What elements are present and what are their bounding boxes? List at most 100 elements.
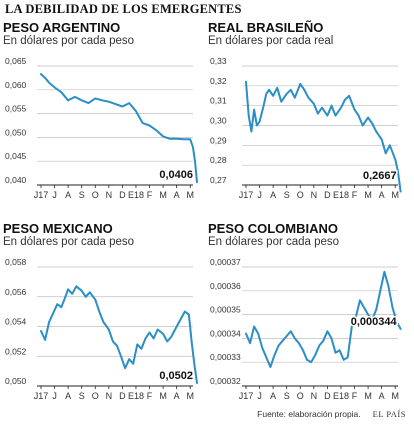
x-tick-label: M	[159, 391, 167, 401]
x-tick-label: O	[297, 391, 304, 401]
x-tick-label: F	[352, 391, 358, 401]
chart-subtitle: En dólares por cada real	[208, 35, 334, 47]
x-tick-label: M	[364, 391, 372, 401]
y-tick-label: 0,00034	[210, 328, 241, 338]
x-tick-label: M	[186, 391, 194, 401]
x-tick-label: M	[186, 190, 194, 200]
x-tick-label: N	[311, 391, 318, 401]
x-tick-label: J17	[34, 391, 49, 401]
y-tick-label: 0,00032	[210, 376, 241, 386]
chart-title: PESO MEXICANO	[3, 221, 113, 236]
x-tick-label: S	[79, 391, 85, 401]
y-tick-label: 0,32	[210, 76, 227, 86]
x-tick-label: J	[52, 391, 57, 401]
x-tick-label: D	[119, 391, 126, 401]
x-tick-label: A	[270, 391, 276, 401]
y-tick-label: 0,054	[5, 317, 27, 327]
x-tick-label: S	[284, 190, 290, 200]
chart-plot: 0,00037 0,00036 0,00035 0,00034 0,00033 0,000…	[210, 257, 402, 401]
chart-subtitle: En dólares por cada peso	[3, 236, 135, 248]
x-tick-label: D	[324, 190, 331, 200]
chart-title: PESO ARGENTINO	[3, 20, 121, 35]
y-tick-label: 0,31	[210, 96, 227, 106]
x-tick-label: D	[119, 190, 126, 200]
x-tick-label: M	[391, 190, 399, 200]
x-tick-label: A	[379, 190, 385, 200]
x-tick-label: A	[174, 190, 180, 200]
series-line	[245, 80, 402, 193]
x-tick-label: J17	[34, 190, 49, 200]
y-tick-label: 0,00033	[210, 352, 241, 362]
y-tick-label: 0,058	[5, 257, 27, 267]
main-title: LA DEBILIDAD DE LOS EMERGENTES	[5, 2, 242, 16]
y-tick-label: 0,27	[210, 175, 227, 185]
x-tick-label: D	[324, 391, 331, 401]
x-tick-label: A	[65, 391, 71, 401]
x-tick-label: E18	[128, 391, 144, 401]
x-tick-label: J	[52, 190, 57, 200]
y-tick-label: 0,00036	[210, 281, 241, 291]
brand-logo: EL PAÍS	[372, 409, 406, 419]
x-tick-label: M	[159, 190, 167, 200]
y-tick-label: 0,055	[5, 104, 27, 114]
x-tick-label: E18	[128, 190, 144, 200]
x-tick-label: M	[364, 190, 372, 200]
last-value-label: 0,000344	[351, 316, 398, 328]
x-tick-label: A	[270, 190, 276, 200]
y-tick-label: 0,30	[210, 116, 227, 126]
y-tick-label: 0,052	[5, 346, 27, 356]
x-tick-label: A	[65, 190, 71, 200]
x-tick-label: N	[311, 190, 318, 200]
y-tick-label: 0,33	[210, 56, 227, 66]
series-line	[245, 270, 402, 368]
footer: Fuente: elaboración propia. EL PAÍS	[257, 409, 406, 419]
x-tick-label: N	[106, 190, 113, 200]
y-tick-label: 0,050	[5, 127, 27, 137]
y-tick-label: 0,040	[5, 175, 27, 185]
x-tick-label: F	[352, 190, 358, 200]
y-tick-label: 0,065	[5, 56, 27, 66]
chart-panel-peso-colombiano: PESO COLOMBIANO En dólares por cada peso…	[208, 221, 414, 426]
x-tick-label: A	[174, 391, 180, 401]
x-tick-label: N	[106, 391, 113, 401]
x-tick-label: M	[391, 391, 399, 401]
chart-panel-peso-argentino: PESO ARGENTINO En dólares por cada peso …	[3, 20, 210, 225]
series-line	[40, 73, 198, 184]
x-tick-label: J17	[239, 190, 254, 200]
chart-title: REAL BRASILEÑO	[208, 20, 324, 35]
y-tick-label: 0,060	[5, 80, 27, 90]
last-value-label: 0,2667	[363, 170, 397, 182]
last-value-label: 0,0406	[159, 169, 193, 181]
x-tick-label: S	[79, 190, 85, 200]
chart-subtitle: En dólares por cada peso	[3, 35, 135, 47]
chart-panel-real-brasileno: REAL BRASILEÑO En dólares por cada real …	[208, 20, 414, 225]
x-tick-label: F	[147, 391, 153, 401]
y-tick-label: 0,00035	[210, 305, 241, 315]
x-tick-label: O	[92, 391, 99, 401]
x-tick-label: E18	[333, 391, 349, 401]
y-tick-label: 0,050	[5, 376, 27, 386]
y-tick-label: 0,00037	[210, 257, 241, 267]
y-tick-label: 0,29	[210, 135, 227, 145]
last-value-label: 0,0502	[159, 370, 193, 382]
x-tick-label: S	[284, 391, 290, 401]
chart-title: PESO COLOMBIANO	[208, 221, 339, 236]
y-tick-label: 0,045	[5, 151, 27, 161]
x-tick-label: J	[257, 391, 262, 401]
x-tick-label: J	[257, 190, 262, 200]
y-tick-label: 0,28	[210, 155, 227, 165]
x-tick-label: A	[379, 391, 385, 401]
y-tick-label: 0,056	[5, 287, 27, 297]
x-tick-label: E18	[333, 190, 349, 200]
chart-subtitle: En dólares por cada peso	[208, 236, 340, 248]
x-tick-label: O	[297, 190, 304, 200]
series-line	[40, 285, 198, 384]
x-tick-label: F	[147, 190, 153, 200]
chart-panel-peso-mexicano: PESO MEXICANO En dólares por cada peso 0…	[3, 221, 210, 426]
x-tick-label: O	[92, 190, 99, 200]
source-note: Fuente: elaboración propia.	[257, 409, 361, 419]
x-tick-label: J17	[239, 391, 254, 401]
